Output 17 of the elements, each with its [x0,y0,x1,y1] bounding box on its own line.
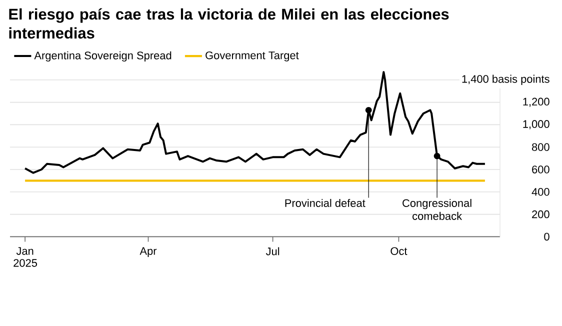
x-tick-label: Jul [266,247,280,256]
y-tick-label: 1,200 [523,98,550,107]
x-tick-label: Apr [140,247,157,258]
y-tick-label: 800 [532,143,550,151]
annotation: Congressional comeback [402,198,472,220]
chart-title: El riesgo país cae tras la victoria de Milei en las elecciones intermedias [9,8,449,39]
y-tick-label: 1,000 [523,120,550,130]
legend-label: Government Target [206,51,299,62]
y-tick-label: 0 [544,232,550,241]
annotation: Provincial defeat [285,198,366,207]
x-tick-label: Oct [390,247,408,255]
y-tick-label: 200 [532,210,550,218]
x-tick-label: Jan 2025 [14,247,38,267]
y-tick-label: 600 [532,166,550,174]
legend-label: Argentina Sovereign Spread [34,51,172,62]
y-tick-label: 400 [532,188,550,196]
y-tick-label: 1,400 basis points [462,74,550,85]
